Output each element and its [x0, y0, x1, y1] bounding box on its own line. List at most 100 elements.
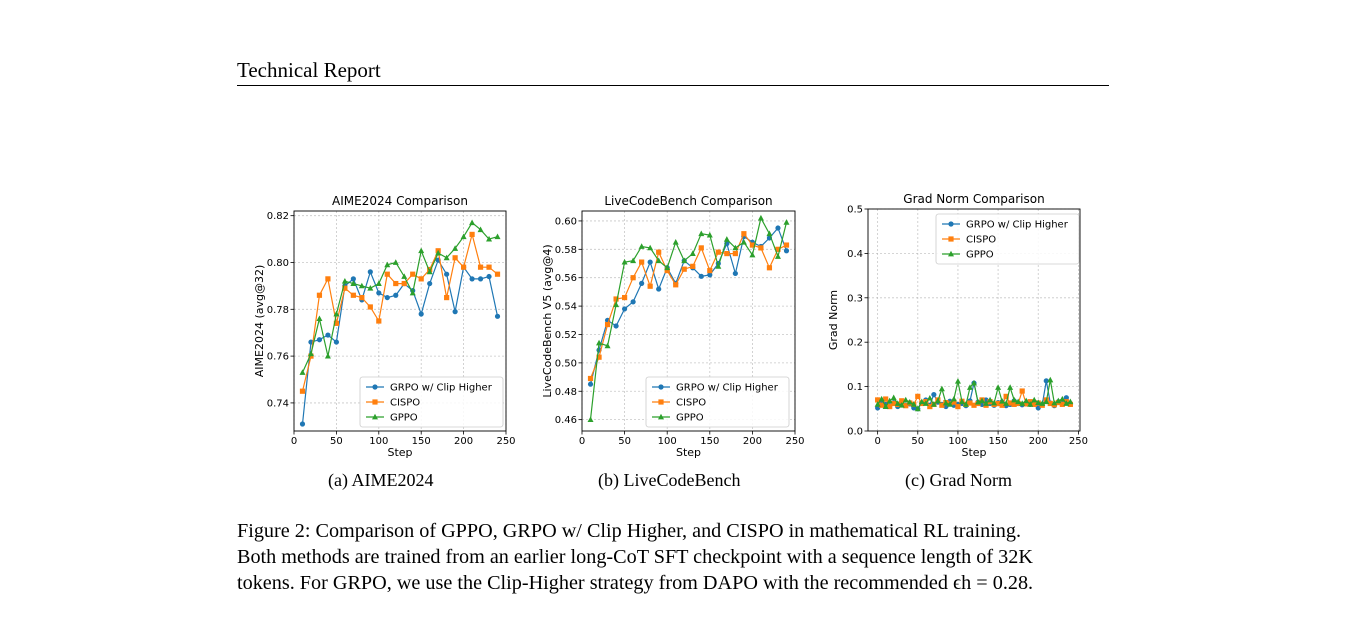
data-point-cispo: [999, 402, 1005, 408]
data-point-cispo: [967, 400, 973, 406]
data-point-cispo: [647, 283, 653, 289]
data-point-gppo: [1055, 397, 1062, 404]
series-line-cispo: [301, 232, 498, 392]
data-point-cispo: [587, 375, 594, 382]
data-point-gppo: [460, 233, 467, 240]
data-point-gppo: [604, 342, 611, 349]
caption-line-2: Both methods are trained from an earlier…: [237, 546, 1033, 568]
lcb-chart: 0 50 100 150 200 250 0.46 0.48 0.50 0.52 0.54 0.56 0…: [541, 194, 805, 459]
data-point-gppo: [954, 378, 961, 384]
data-point-gppo: [1067, 398, 1074, 405]
data-point-gppo: [418, 247, 425, 254]
x-tick-label: 0: [291, 436, 297, 447]
data-point-cispo: [477, 264, 484, 270]
data-point-gppo: [991, 399, 998, 406]
legend-marker-cispo: [948, 236, 954, 242]
y-tick-label: 0.5: [847, 205, 863, 216]
legend-label-gppo: GPPO: [676, 413, 704, 424]
data-point-grpo: [477, 276, 484, 282]
x-axis-label: Step: [961, 446, 986, 459]
data-point-cispo: [342, 285, 348, 291]
data-point-gppo: [930, 401, 937, 407]
y-tick-label: 0.58: [555, 245, 577, 256]
data-point-cispo: [741, 231, 747, 237]
data-point-gppo: [435, 249, 442, 256]
data-point-cispo: [899, 398, 905, 404]
data-point-gppo: [914, 405, 921, 412]
data-point-grpo: [622, 306, 628, 312]
data-point-cispo: [452, 255, 458, 261]
data-point-gppo: [316, 315, 323, 322]
data-point-gppo: [1003, 400, 1010, 406]
data-point-cispo: [384, 271, 390, 277]
plot-frame: [293, 210, 507, 432]
data-point-gppo: [477, 226, 484, 233]
data-point-gppo: [890, 394, 897, 401]
legend-label-cispo: CISPO: [966, 235, 996, 246]
legend-label-grpo: GRPO w/ Clip Higher: [390, 383, 493, 394]
data-point-gppo: [384, 261, 391, 268]
x-tick-label: 150: [989, 436, 1008, 447]
data-point-gppo: [983, 400, 990, 406]
data-point-gppo: [878, 395, 885, 402]
data-point-cispo: [749, 242, 755, 248]
data-point-gppo: [946, 401, 953, 407]
data-point-grpo: [427, 280, 433, 287]
data-point-cispo: [707, 268, 713, 274]
data-point-cispo: [690, 263, 696, 269]
data-point-cispo: [333, 320, 339, 326]
chart-title: LiveCodeBench Comparison: [604, 194, 772, 208]
data-point-cispo: [461, 264, 467, 270]
header-title: Technical Report: [237, 58, 381, 82]
legend-box: [645, 376, 790, 428]
data-point-gppo: [706, 231, 713, 238]
x-axis-label: Step: [387, 446, 412, 459]
legend-label-cispo: CISPO: [390, 398, 420, 409]
data-point-cispo: [630, 275, 636, 281]
y-tick-label: 0.50: [555, 358, 577, 369]
data-point-cispo: [903, 403, 909, 409]
data-point-gppo: [1043, 398, 1050, 405]
legend-label-gppo: GPPO: [966, 250, 994, 261]
data-point-gppo: [922, 400, 929, 406]
data-point-cispo: [1007, 400, 1013, 406]
data-point-gppo: [689, 250, 696, 256]
data-point-gppo: [299, 369, 306, 375]
data-point-gppo: [1027, 401, 1034, 407]
data-point-grpo: [783, 248, 790, 254]
legend-marker-grpo: [948, 221, 954, 227]
figure-panel-aime: 0 50 100 150 200 250 0.74 0.76 0.78 0.80 0.82 AIME2…: [238, 190, 523, 465]
data-point-gppo: [596, 339, 603, 346]
plot-frame: [867, 208, 1081, 432]
figure-panel-lcb: 0 50 100 150 200 250 0.46 0.48 0.50 0.52 0.54 0.56 0…: [530, 190, 815, 465]
data-point-grpo: [444, 271, 450, 277]
legend-box: [359, 376, 504, 428]
chart-title: AIME2024 Comparison: [332, 194, 468, 208]
data-point-gppo: [358, 282, 365, 289]
legend-marker-gppo: [948, 250, 954, 257]
y-tick-label: 0.4: [847, 249, 863, 260]
data-point-cispo: [622, 294, 628, 301]
data-point-grpo: [1035, 405, 1041, 411]
data-point-cispo: [995, 400, 1001, 407]
data-point-gppo: [638, 243, 645, 249]
legend-label-grpo: GRPO w/ Clip Higher: [966, 220, 1069, 231]
data-point-gppo: [672, 239, 679, 245]
data-point-cispo: [724, 250, 730, 257]
data-point-gppo: [647, 244, 654, 251]
data-point-cispo: [1019, 388, 1025, 394]
data-point-cispo: [715, 249, 721, 255]
data-point-grpo: [469, 276, 475, 282]
chart-title: Grad Norm Comparison: [903, 192, 1044, 206]
x-tick-label: 250: [785, 436, 804, 447]
gradnorm-chart: 0 50 100 150 200 250 0.0 0.1 0.2 0.3 0.4 0.5 Grad No…: [827, 192, 1088, 459]
data-point-gppo: [1007, 384, 1014, 390]
data-point-gppo: [749, 251, 756, 258]
y-tick-label: 0.80: [267, 258, 289, 269]
data-point-grpo: [732, 270, 738, 277]
data-point-gppo: [621, 258, 628, 265]
data-point-grpo: [393, 292, 399, 298]
data-point-cispo: [656, 249, 662, 255]
data-point-cispo: [393, 280, 399, 287]
data-point-gppo: [962, 401, 969, 407]
